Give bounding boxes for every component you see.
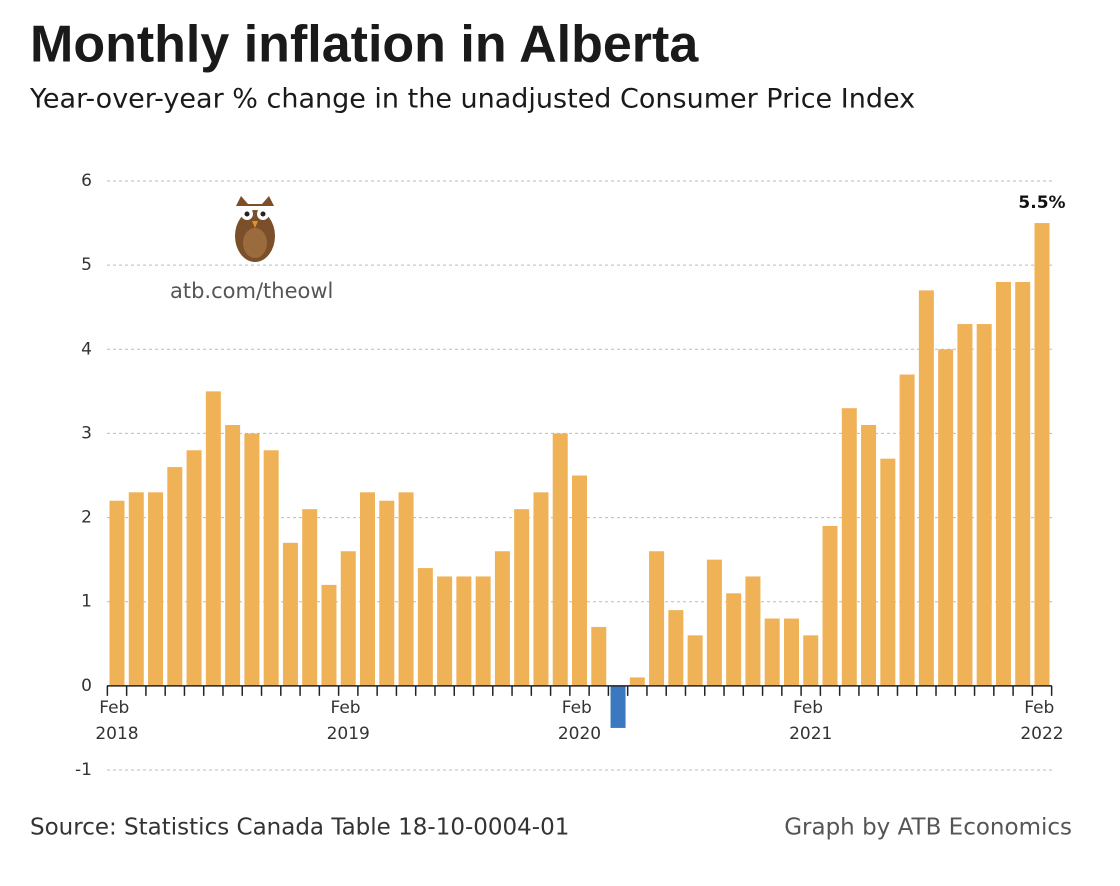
bar bbox=[321, 584, 337, 686]
bar bbox=[302, 509, 318, 686]
bar bbox=[783, 618, 799, 686]
bar bbox=[282, 542, 298, 686]
bar bbox=[976, 324, 992, 686]
y-tick-label: 2 bbox=[81, 508, 92, 528]
bar bbox=[533, 492, 549, 686]
y-tick-label: 3 bbox=[81, 423, 92, 443]
bar bbox=[591, 626, 607, 686]
bar bbox=[340, 551, 356, 686]
bar bbox=[398, 492, 414, 686]
bar bbox=[841, 408, 857, 686]
bar bbox=[957, 324, 973, 686]
bar bbox=[244, 433, 260, 686]
y-tick-label: 1 bbox=[81, 592, 92, 612]
bar bbox=[668, 610, 684, 686]
chart-title: Monthly inflation in Alberta bbox=[30, 16, 699, 74]
bar bbox=[822, 525, 838, 686]
y-tick-label: 6 bbox=[81, 171, 92, 191]
x-tick-label: Feb 2018 bbox=[95, 698, 138, 744]
owl-logo bbox=[235, 196, 275, 262]
x-tick-label: Feb 2019 bbox=[327, 698, 370, 744]
x-tick-label: Feb 2021 bbox=[789, 698, 832, 744]
bar bbox=[225, 425, 241, 686]
bar bbox=[938, 349, 954, 686]
x-tick-label: Feb 2022 bbox=[1020, 698, 1063, 744]
bar bbox=[514, 509, 530, 686]
bar bbox=[649, 551, 665, 686]
bar bbox=[726, 593, 742, 686]
bar bbox=[109, 500, 125, 686]
bar bbox=[1034, 223, 1050, 686]
bar bbox=[494, 551, 510, 686]
bar bbox=[995, 281, 1011, 686]
bar bbox=[629, 677, 645, 686]
y-tick-label: 4 bbox=[81, 339, 92, 359]
x-tick-label: Feb 2020 bbox=[558, 698, 601, 744]
bar bbox=[706, 559, 722, 686]
bar bbox=[572, 475, 587, 686]
bar bbox=[1015, 281, 1031, 686]
chart-subtitle: Year-over-year % change in the unadjuste… bbox=[29, 84, 915, 115]
bar bbox=[899, 374, 915, 686]
annotation: atb.com/theowl bbox=[170, 279, 333, 303]
bar bbox=[687, 635, 703, 686]
bar bbox=[360, 492, 376, 686]
y-tick-label: 0 bbox=[81, 676, 92, 696]
credit: Graph by ATB Economics bbox=[784, 815, 1072, 841]
bar bbox=[475, 576, 491, 686]
y-tick-label: 5 bbox=[81, 255, 92, 275]
bar bbox=[186, 450, 202, 686]
bar bbox=[918, 290, 934, 686]
bar bbox=[263, 450, 279, 686]
bar bbox=[880, 458, 896, 686]
bar bbox=[803, 635, 819, 686]
bar bbox=[610, 685, 626, 728]
value-label: 5.5% bbox=[1018, 193, 1065, 213]
source: Source: Statistics Canada Table 18-10-00… bbox=[30, 815, 569, 841]
bar bbox=[764, 618, 780, 686]
bar bbox=[552, 433, 568, 686]
bar bbox=[379, 500, 395, 686]
bar bbox=[148, 492, 164, 686]
bar bbox=[745, 576, 761, 686]
bar bbox=[205, 391, 221, 686]
y-tick-label: -1 bbox=[75, 760, 92, 780]
bar bbox=[456, 576, 472, 686]
bar bbox=[861, 425, 877, 686]
bar bbox=[417, 568, 433, 686]
bar bbox=[128, 492, 144, 686]
bar bbox=[437, 576, 453, 686]
bar bbox=[167, 467, 183, 686]
